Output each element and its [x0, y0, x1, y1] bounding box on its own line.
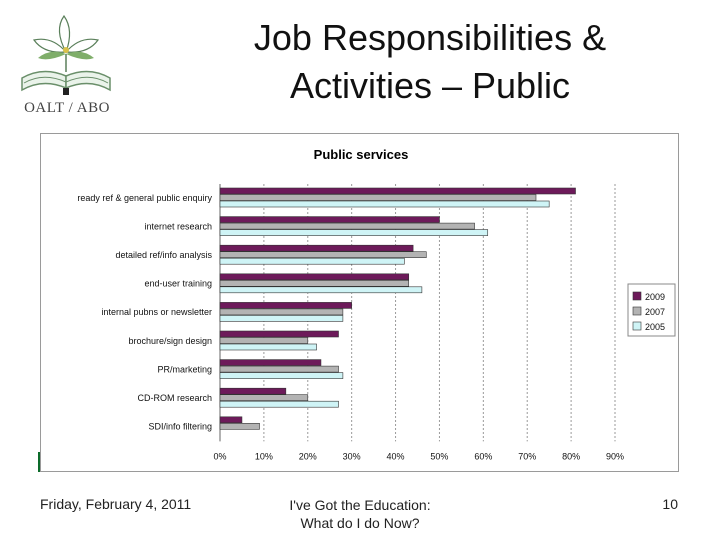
x-tick-label: 0% [213, 451, 226, 461]
trillium-book-icon [21, 14, 111, 95]
footer-center-line-2: What do I do Now? [300, 515, 420, 531]
category-label: end-user training [144, 279, 212, 289]
x-tick-label: 60% [474, 451, 492, 461]
bar [219, 359, 322, 366]
footer-center-line-1: I've Got the Education: [289, 497, 431, 513]
bar [219, 422, 260, 430]
bar [219, 308, 344, 316]
bar [219, 216, 440, 223]
category-label: internet research [144, 221, 212, 231]
bar [219, 200, 550, 208]
bar [219, 315, 344, 322]
legend-swatch [632, 291, 642, 301]
oalt-logo: OALT / ABO [8, 8, 126, 120]
chart-title: Public services [314, 147, 409, 162]
bar [219, 400, 339, 408]
logo-text: OALT / ABO [24, 100, 110, 116]
bar [219, 280, 410, 287]
x-tick-label: 30% [343, 451, 361, 461]
x-tick-label: 70% [518, 451, 536, 461]
bar [219, 222, 475, 230]
bar [219, 387, 287, 395]
legend-swatch [632, 306, 642, 316]
bar [219, 229, 489, 236]
chart-svg: Public services 0% 10% 20% 30% 40% 50% 60% 70% 80… [77, 147, 676, 461]
legend-label: 2005 [645, 322, 665, 332]
slide-title: Job Responsibilities & Activities – Publ… [150, 14, 710, 110]
bar [219, 244, 414, 252]
category-label: SDI/info filtering [148, 422, 212, 432]
legend-label: 2007 [645, 307, 665, 317]
bar [219, 273, 410, 281]
chart-frame: Public services 0% 10% 20% 30% 40% 50% 60% 70% 80… [40, 133, 679, 472]
category-label: internal pubns or newsletter [101, 307, 212, 317]
bar [219, 302, 352, 309]
bar [219, 394, 309, 402]
legend-label: 2009 [645, 292, 665, 302]
x-tick-label: 40% [387, 451, 405, 461]
bar [219, 286, 423, 294]
category-label: ready ref & general public enquiry [77, 193, 212, 203]
page-number: 10 [662, 496, 678, 512]
bar [219, 330, 339, 338]
bar [219, 257, 405, 265]
bar [219, 194, 537, 201]
bar [219, 337, 309, 344]
x-tick-label: 10% [255, 451, 273, 461]
category-label: CD-ROM research [137, 393, 212, 403]
x-tick-label: 50% [430, 451, 448, 461]
bar [219, 372, 344, 379]
bar [219, 416, 243, 424]
bar [219, 343, 317, 351]
footer-date: Friday, February 4, 2011 [40, 496, 192, 512]
bar [219, 187, 576, 195]
category-label: brochure/sign design [128, 336, 212, 346]
slide-title-line-2: Activities – Public [289, 65, 571, 106]
x-tick-label: 80% [562, 451, 580, 461]
bar [219, 365, 339, 373]
footer-center-text: I've Got the Education: What do I do Now… [260, 496, 460, 532]
category-label: detailed ref/info analysis [115, 250, 212, 260]
category-label: PR/marketing [157, 364, 212, 374]
slide-title-line-1: Job Responsibilities & [253, 17, 607, 58]
x-tick-label: 90% [606, 451, 624, 461]
legend-swatch [632, 321, 642, 331]
bar [219, 251, 427, 258]
x-tick-label: 20% [299, 451, 317, 461]
